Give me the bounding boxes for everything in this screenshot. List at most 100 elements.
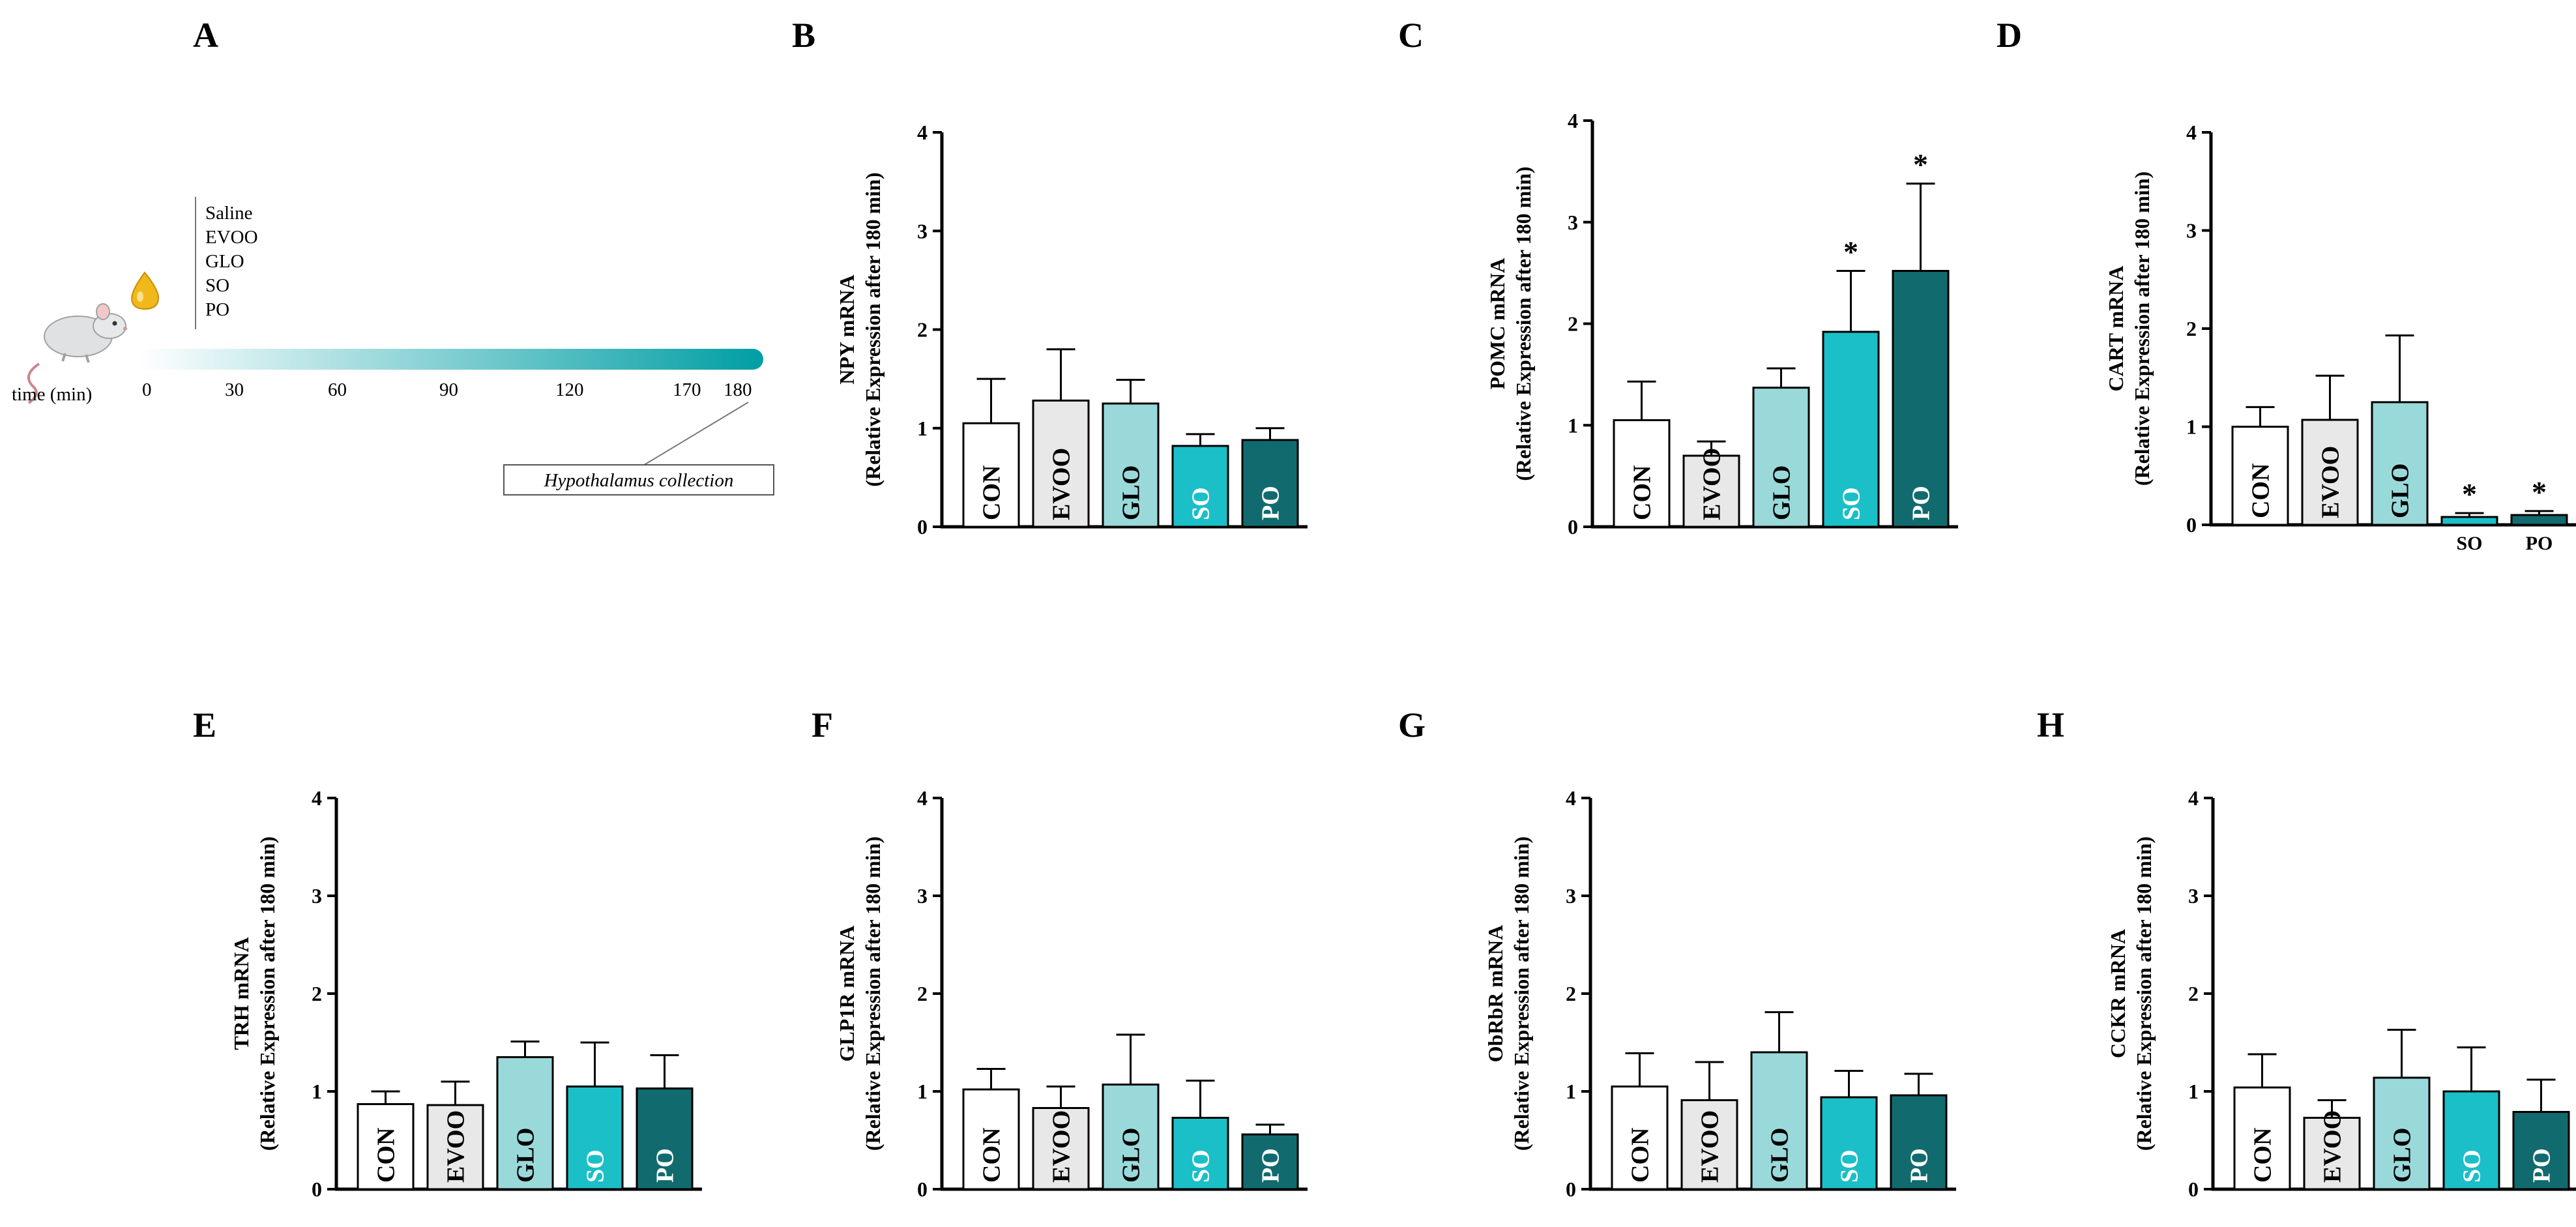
y-axis-label: TRH mRNA [229, 937, 253, 1050]
y-tick-label: 1 [312, 1080, 322, 1103]
y-axis-sublabel: (Relative Expression after 180 min) [861, 172, 885, 486]
bar-label-con: CON [1629, 466, 1656, 520]
bar-label-con: CON [978, 466, 1006, 520]
bar-so [1171, 1117, 1229, 1190]
time-tick: 0 [142, 379, 152, 400]
chart-panel-e: E TRH mRNA (Relative Expression after 180 … [193, 705, 702, 1201]
y-axis-sublabel: (Relative Expression after 180 min) [1512, 166, 1535, 480]
bar-label-evoo: EVOO [1048, 448, 1076, 520]
bar-label-evoo: EVOO [1699, 448, 1726, 520]
time-tick: 180 [724, 379, 752, 400]
panel-letter-e: E [193, 705, 216, 745]
bar-label-glo: GLO [1768, 466, 1796, 520]
y-axis-sublabel: (Relative Expression after 180 min) [2132, 836, 2156, 1151]
bar-label-glo: GLO [2389, 1128, 2416, 1183]
bar-po [1892, 270, 1950, 528]
y-axis-label: CART mRNA [2104, 266, 2128, 392]
bar-so [2440, 516, 2498, 526]
y-tick-label: 3 [917, 884, 928, 908]
y-axis-sublabel: (Relative Expression after 180 min) [1510, 836, 1533, 1151]
bar-label-con: CON [1627, 1128, 1654, 1183]
bar-con [2233, 1086, 2291, 1190]
y-tick-label: 2 [1568, 312, 1578, 336]
y-tick-label: 0 [312, 1177, 322, 1201]
treatment-saline: Saline [205, 203, 253, 224]
time-tick: 60 [328, 379, 347, 400]
bar-evoo [2301, 419, 2359, 526]
bar-label-glo: GLO [1118, 1128, 1145, 1183]
bar-label-po: PO [1908, 486, 1935, 520]
category-label-so: SO [2456, 533, 2482, 554]
time-ticks: 0 30 60 90 120 170 180 [142, 379, 752, 400]
timeline-bar [139, 349, 763, 370]
bar-label-con: CON [978, 1128, 1006, 1183]
bar-label-so: SO [1188, 487, 1215, 520]
bar-evoo [2303, 1117, 2361, 1190]
bar-label-con: CON [2249, 1128, 2277, 1183]
y-tick-label: 3 [1568, 211, 1578, 234]
y-axis-sublabel: (Relative Expression after 180 min) [256, 836, 279, 1151]
bar-label-con: CON [2247, 464, 2275, 518]
y-tick-label: 1 [1566, 1080, 1576, 1103]
y-tick-label: 1 [917, 1080, 928, 1103]
chart-panel-f: F GLP1R mRNA (Relative Expression after 18… [812, 705, 1308, 1201]
bar-po [1241, 439, 1299, 528]
treatment-evoo: EVOO [205, 227, 258, 248]
bar-po [1241, 1133, 1299, 1190]
y-tick-label: 2 [2188, 982, 2199, 1005]
y-tick-label: 2 [1566, 982, 1576, 1005]
bar-label-so: SO [1838, 487, 1866, 520]
bar-evoo [1680, 1099, 1738, 1190]
bar-label-evoo: EVOO [1697, 1110, 1724, 1183]
y-tick-label: 2 [2186, 317, 2197, 340]
significance-star: * [2532, 475, 2547, 509]
panel-letter-b: B [792, 16, 815, 55]
panel-a: A Saline EVOO GLO SO PO time (min) [12, 16, 774, 495]
bar-label-so: SO [1836, 1149, 1864, 1183]
panel-letter-d: D [1997, 16, 2022, 55]
y-tick-label: 0 [2186, 513, 2197, 537]
treatment-list: Saline EVOO GLO SO PO [205, 203, 258, 320]
bar-label-so: SO [1188, 1149, 1215, 1183]
y-tick-label: 4 [312, 786, 322, 810]
y-tick-label: 1 [2186, 415, 2197, 439]
y-tick-label: 4 [917, 786, 928, 810]
y-axis-label: ObRbR mRNA [1484, 925, 1507, 1063]
y-tick-label: 0 [2188, 1177, 2199, 1201]
time-tick: 170 [673, 379, 701, 400]
y-tick-label: 3 [1566, 884, 1576, 908]
time-tick: 90 [439, 379, 458, 400]
y-tick-label: 2 [917, 982, 928, 1005]
y-tick-label: 2 [312, 982, 322, 1005]
y-tick-label: 1 [917, 417, 928, 440]
y-tick-label: 4 [1566, 786, 1576, 810]
y-tick-label: 4 [917, 121, 928, 144]
bar-label-po: PO [1257, 486, 1285, 520]
panel-letter-f: F [812, 705, 833, 745]
bar-po [2510, 514, 2568, 526]
y-tick-label: 4 [2188, 786, 2199, 810]
treatment-po: PO [205, 299, 229, 320]
y-tick-label: 2 [917, 318, 928, 342]
bar-label-evoo: EVOO [443, 1110, 470, 1183]
bar-label-glo: GLO [512, 1128, 540, 1183]
bar-label-evoo: EVOO [2319, 1110, 2347, 1183]
bar-glo [496, 1056, 554, 1190]
significance-star: * [1843, 235, 1858, 269]
chart-panel-h: H CCKR mRNA (Relative Expression after 180… [2037, 705, 2576, 1201]
bar-label-evoo: EVOO [1048, 1110, 1076, 1183]
bar-label-so: SO [582, 1149, 609, 1183]
bar-label-glo: GLO [1118, 466, 1145, 520]
y-tick-label: 1 [2188, 1080, 2199, 1103]
collection-pointer [641, 402, 749, 467]
bar-po [1890, 1094, 1948, 1190]
mouse-icon [27, 303, 127, 404]
bar-glo [1750, 1051, 1808, 1190]
y-tick-label: 4 [1568, 109, 1578, 132]
y-axis-label: POMC mRNA [1486, 258, 1509, 390]
collection-label: Hypothalamus collection [544, 470, 734, 491]
time-tick: 30 [225, 379, 244, 400]
y-axis-label: NPY mRNA [835, 274, 858, 385]
bar-con [962, 422, 1020, 528]
